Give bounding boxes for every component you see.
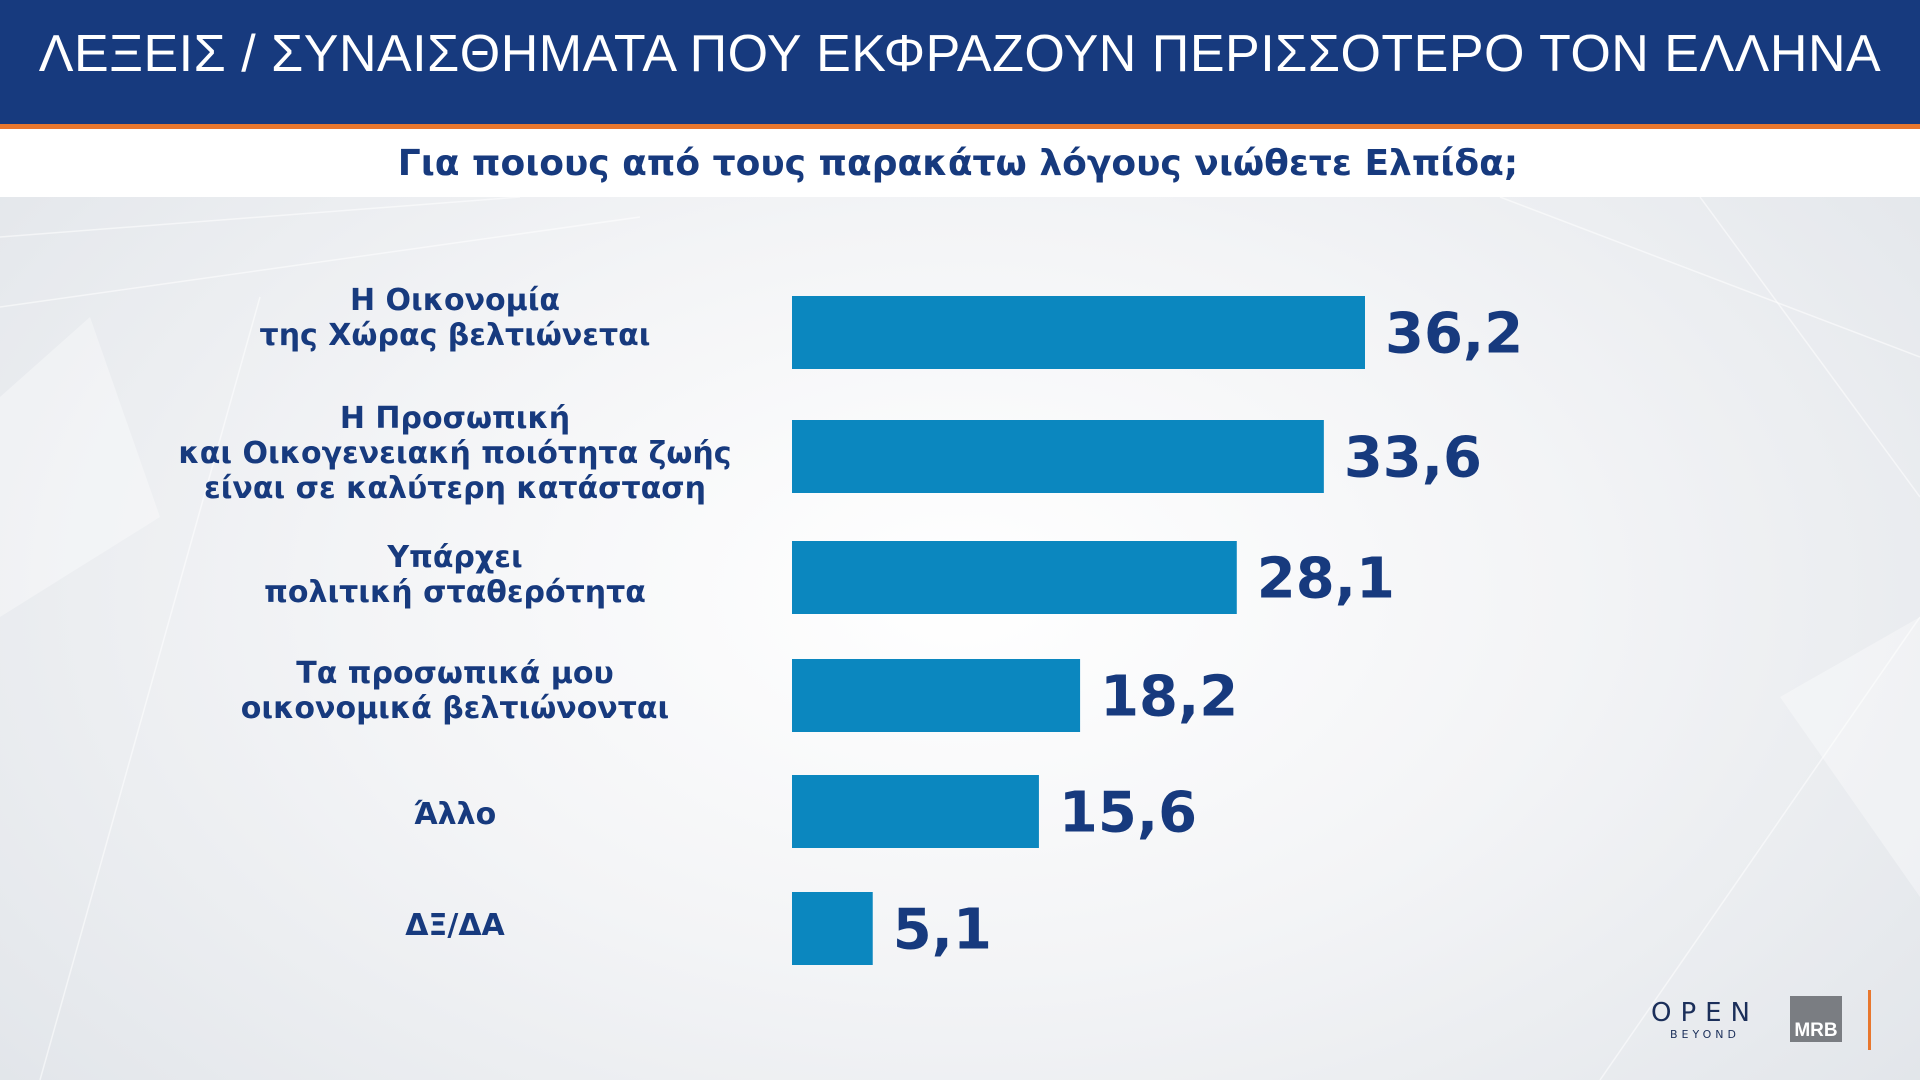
chart-subtitle: Για ποιους από τους παρακάτω λόγους νιώθ… (397, 142, 1519, 184)
category-label-5: Άλλο (413, 796, 497, 832)
category-label-2: Η Προσωπική και Οικογενειακή ποιότητα ζω… (178, 400, 732, 506)
mrb-logo: MRB (1790, 996, 1842, 1042)
bar-value-6: 5,1 (893, 898, 992, 963)
bar-1 (792, 296, 1365, 369)
bar-value-1: 36,2 (1385, 302, 1523, 367)
bar-5 (792, 775, 1039, 848)
logo-divider (1868, 990, 1871, 1050)
category-label-3: Υπάρχει πολιτική σταθερότητα (264, 540, 646, 610)
open-logo-subtitle: BEYOND (1670, 1028, 1740, 1041)
mrb-logo-text: MRB (1794, 1020, 1838, 1041)
bar-2 (792, 420, 1324, 493)
bar-4 (792, 659, 1081, 732)
chart-title: ΛΕΞΕΙΣ / ΣΥΝΑΙΣΘΗΜΑΤΑ ΠΟΥ ΕΚΦΡΑΖΟΥΝ ΠΕΡΙ… (38, 25, 1882, 83)
category-label-1: Η Οικονομία της Χώρας βελτιώνεται (259, 283, 651, 353)
header-accent-line (0, 124, 1920, 129)
category-label-6: ΔΞ/ΔΑ (405, 907, 505, 943)
open-beyond-logo: OPEN BEYOND (1650, 998, 1760, 1042)
subtitle-bar: Για ποιους από τους παρακάτω λόγους νιώθ… (0, 129, 1920, 197)
header-bar: ΛΕΞΕΙΣ / ΣΥΝΑΙΣΘΗΜΑΤΑ ΠΟΥ ΕΚΦΡΑΖΟΥΝ ΠΕΡΙ… (0, 0, 1920, 124)
bar-value-3: 28,1 (1257, 547, 1395, 612)
bar-3 (792, 541, 1237, 614)
bar-value-2: 33,6 (1344, 426, 1482, 491)
bar-value-4: 18,2 (1100, 665, 1238, 730)
category-label-4: Τα προσωπικά μου οικονομικά βελτιώνονται (240, 656, 670, 726)
bar-6 (792, 892, 873, 965)
bar-value-5: 15,6 (1059, 781, 1197, 846)
open-logo-word: OPEN (1650, 998, 1760, 1028)
